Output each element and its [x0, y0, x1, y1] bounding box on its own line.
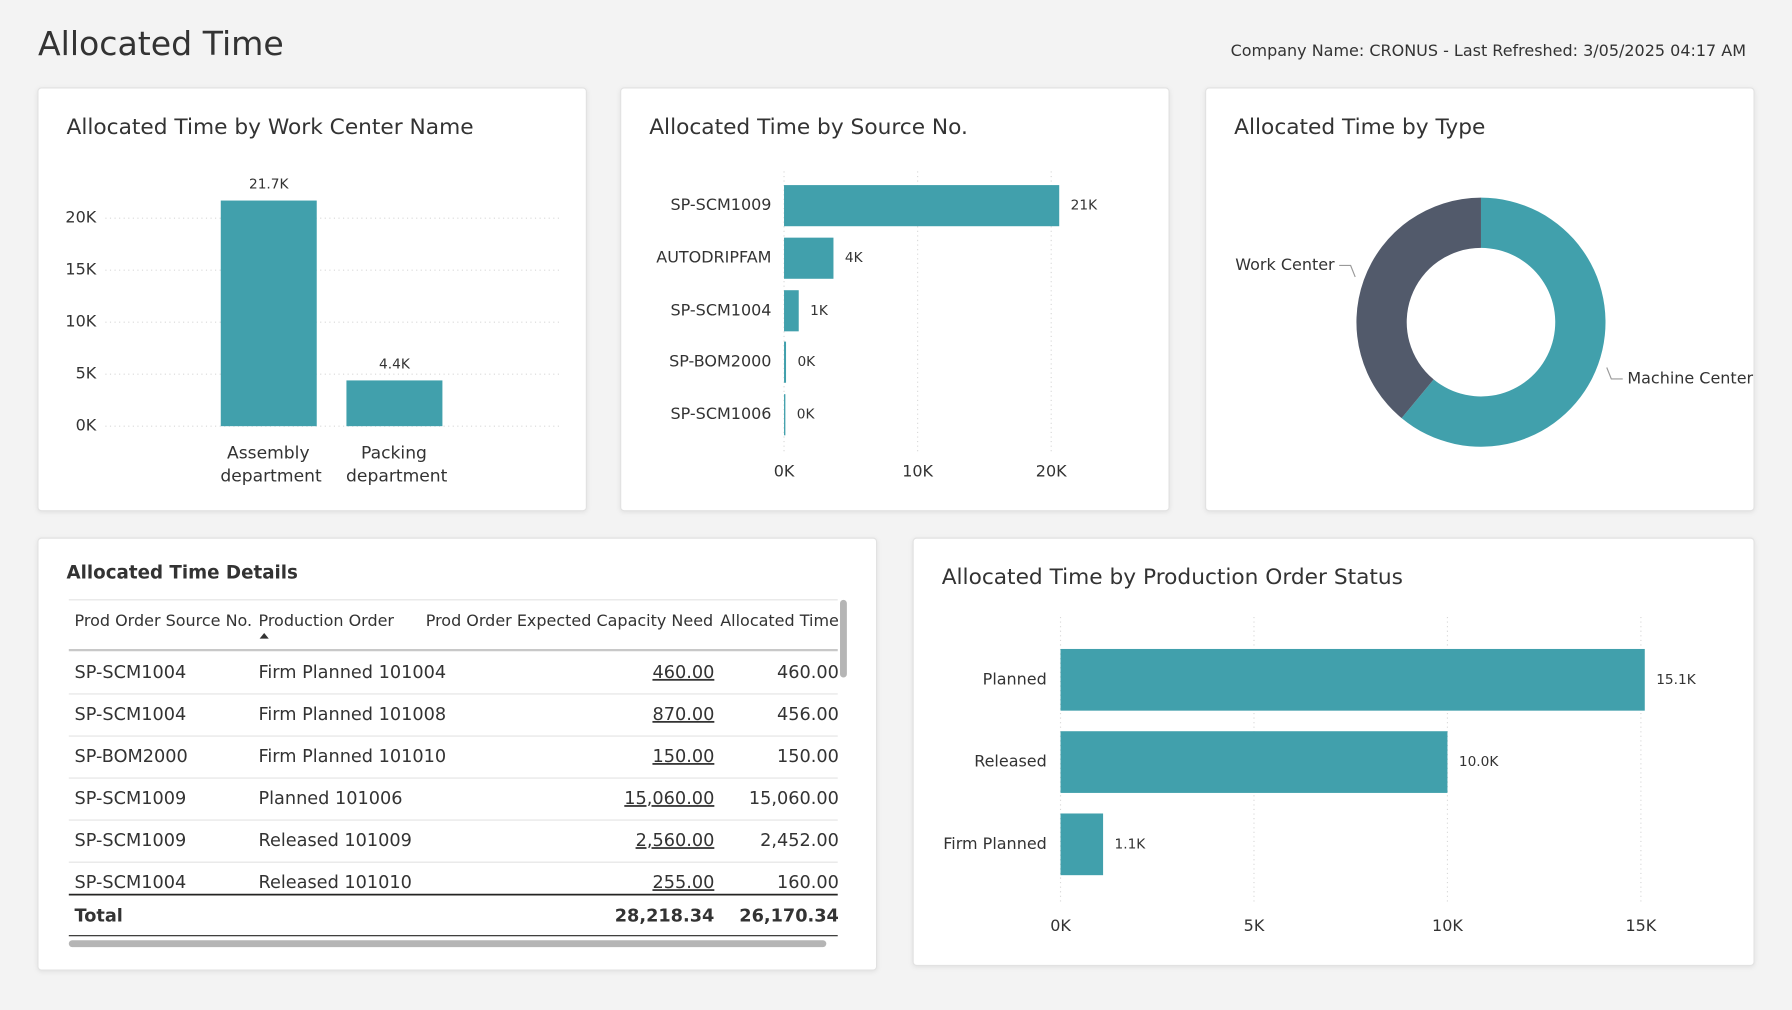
table-cell: 15,060.00 [624, 789, 714, 809]
y-tick-label: SP-SCM1006 [670, 404, 771, 423]
x-tick-label: 0K [1050, 916, 1071, 935]
table-cell: SP-SCM1004 [75, 663, 187, 683]
value-label: 10.0K [1459, 754, 1500, 770]
value-label: 4K [845, 250, 864, 266]
y-tick-label: 10K [65, 312, 96, 331]
table-cell: 2,452.00 [760, 831, 839, 851]
value-label: 4.4K [379, 356, 411, 372]
slice [1401, 197, 1606, 447]
leader-line [1606, 367, 1623, 380]
chart-title: Allocated Time by Production Order Statu… [942, 565, 1403, 590]
table-cell: SP-SCM1004 [75, 873, 187, 893]
x-tick-label: 20K [1036, 461, 1067, 480]
scrollbar [68, 940, 827, 948]
table: Prod Order Source No. Production Order Pro… [68, 599, 847, 948]
table-cell: 460.00 [777, 663, 839, 683]
bar [1060, 731, 1448, 793]
chart-title: Allocated Time by Source No. [649, 115, 968, 140]
slice-label: Work Center [1235, 255, 1335, 274]
total-cell: 26,170.34 [739, 906, 839, 926]
table-cell: 2,560.00 [636, 831, 715, 851]
y-tick-label: 5K [76, 364, 97, 383]
value-label: 0K [797, 407, 816, 423]
y-tick-label: 20K [65, 208, 96, 227]
bar [1060, 813, 1104, 876]
x-tick-label: 15K [1625, 916, 1656, 935]
sort-indicator [259, 632, 269, 639]
table-cell: SP-SCM1009 [75, 831, 187, 851]
column-header: Prod Order Expected Capacity Need [426, 611, 713, 630]
table-cell: SP-BOM2000 [75, 747, 188, 767]
column-header: Prod Order Source No. [75, 611, 253, 630]
table-cell: 160.00 [777, 873, 839, 893]
value-label: 0K [797, 354, 816, 370]
table-cell: 460.00 [652, 663, 714, 683]
bar [784, 394, 786, 436]
bar [784, 237, 834, 279]
chart-title: Allocated Time by Work Center Name [67, 115, 474, 140]
bar [784, 341, 787, 383]
chart-title: Allocated Time by Type [1234, 115, 1485, 140]
table-cell: 870.00 [652, 705, 714, 725]
leader-line [1339, 264, 1356, 278]
value-label: 1K [810, 303, 829, 319]
bar [784, 185, 1060, 227]
table-cell: Firm Planned 101010 [258, 747, 446, 767]
table-cell: SP-SCM1009 [75, 789, 187, 809]
table-cell: Firm Planned 101008 [258, 705, 446, 725]
table-cell: Released 101010 [258, 873, 411, 893]
bar [1060, 648, 1645, 711]
y-tick-label: SP-SCM1004 [670, 300, 771, 319]
total-cell: 28,218.34 [615, 906, 715, 926]
table-cell: Firm Planned 101004 [258, 663, 446, 683]
value-label: 1.1K [1115, 836, 1147, 852]
page-title: Allocated Time [38, 24, 284, 63]
table-cell: 150.00 [777, 747, 839, 767]
slice [1356, 197, 1481, 419]
table-title: Allocated Time Details [67, 563, 298, 584]
table-body: Prod Order Source No. Production Order Pro… [68, 599, 839, 926]
bar [220, 200, 317, 427]
y-tick-label: SP-BOM2000 [669, 352, 771, 371]
y-tick-label: AUTODRIPFAM [656, 248, 771, 267]
refresh-info: Company Name: CRONUS - Last Refreshed: 3… [1231, 41, 1746, 60]
column-header: Allocated Time [720, 611, 839, 630]
y-tick-label: 15K [65, 260, 96, 279]
y-tick-label: Firm Planned [943, 834, 1047, 853]
x-tick-label: 0K [774, 461, 795, 480]
x-tick-label: Packing department [346, 444, 448, 487]
table-cell: 456.00 [777, 705, 839, 725]
table-cell: Released 101009 [258, 831, 411, 851]
table-cell: 150.00 [652, 747, 714, 767]
card [1205, 87, 1755, 512]
bar [784, 290, 799, 332]
value-label: 21K [1071, 198, 1098, 214]
x-tick-label: 10K [1432, 916, 1463, 935]
value-label: 21.7K [249, 177, 290, 193]
slice-label: Machine Center [1627, 368, 1753, 387]
value-label: 15.1K [1656, 672, 1697, 688]
table-cell: SP-SCM1004 [75, 705, 187, 725]
table-cell: Planned 101006 [258, 789, 402, 809]
x-tick-label: Assembly department [220, 444, 322, 487]
x-tick-label: 10K [902, 461, 933, 480]
table-cell: 255.00 [652, 873, 714, 893]
column-header: Production Order [258, 611, 394, 630]
y-tick-label: Released [974, 752, 1047, 771]
scrollbar [840, 599, 847, 678]
x-tick-label: 5K [1244, 916, 1265, 935]
y-tick-label: 0K [76, 416, 97, 435]
table-cell: 15,060.00 [749, 789, 839, 809]
total-label: Total [75, 906, 123, 926]
bar [346, 380, 443, 427]
y-tick-label: Planned [983, 669, 1047, 688]
y-tick-label: SP-SCM1009 [670, 195, 771, 214]
